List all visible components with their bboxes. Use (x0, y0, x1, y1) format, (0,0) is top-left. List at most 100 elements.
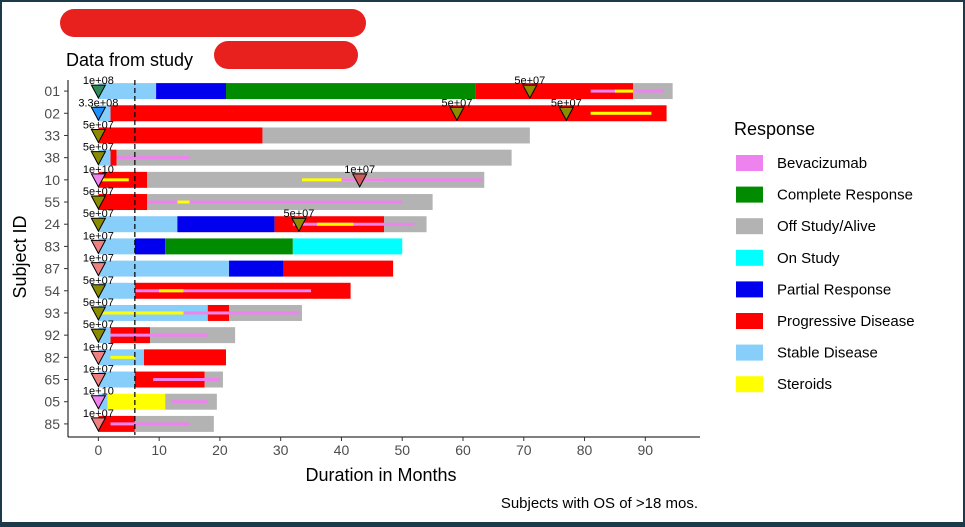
legend-swatch (736, 376, 763, 393)
legend-swatch (736, 218, 763, 235)
legend-swatch (736, 186, 763, 203)
marker-label: 3.3e+08 (78, 97, 118, 109)
marker-label: 5e+07 (514, 75, 545, 87)
marker-triangle (90, 262, 107, 277)
redaction-mark (214, 41, 358, 69)
legend-label: Stable Disease (777, 345, 878, 362)
treatment-line (110, 333, 208, 337)
legend-label: Steroids (777, 376, 832, 393)
bar-segment (98, 393, 108, 410)
legend-label: Partial Response (777, 281, 891, 298)
y-tick-label: 82 (44, 349, 60, 365)
x-tick-label: 40 (334, 442, 350, 458)
marker-label: 5e+07 (441, 97, 472, 109)
treatment-line (159, 289, 184, 293)
marker-label: 5e+07 (83, 186, 114, 198)
bar-segment (134, 238, 166, 255)
marker-triangle (90, 217, 107, 233)
treatment-line (590, 111, 652, 115)
marker-label: 1e+10 (83, 164, 114, 176)
x-tick-label: 50 (394, 442, 410, 458)
treatment-line (110, 422, 190, 426)
marker-triangle (90, 328, 107, 344)
legend-swatch (736, 344, 763, 361)
x-tick-label: 80 (577, 442, 593, 458)
marker-triangle (90, 417, 107, 432)
bar-segment (165, 238, 293, 255)
marker-triangle (90, 106, 107, 122)
legend-label: Off Study/Alive (777, 218, 876, 235)
marker-triangle (522, 84, 538, 100)
marker-label: 5e+07 (283, 208, 314, 220)
bar-segment (110, 105, 667, 122)
legend-label: Bevacizumab (777, 155, 867, 172)
legend-swatch (736, 155, 763, 171)
marker-triangle (90, 195, 107, 211)
y-tick-label: 33 (44, 127, 60, 143)
marker-label: 1e+07 (83, 341, 114, 353)
marker-label: 1e+07 (83, 230, 114, 242)
marker-label: 5e+07 (83, 119, 114, 131)
legend-swatch (736, 313, 763, 329)
marker-label: 1e+07 (83, 253, 114, 265)
y-tick-label: 92 (44, 327, 60, 343)
marker-triangle (291, 217, 307, 233)
x-tick-label: 60 (455, 442, 471, 458)
marker-triangle (90, 173, 107, 188)
bar-segment (283, 260, 394, 277)
treatment-line (110, 355, 135, 359)
legend-swatch (736, 249, 763, 266)
y-tick-label: 87 (44, 261, 60, 277)
bar-segment (98, 194, 147, 211)
marker-label: 5e+07 (83, 208, 114, 220)
marker-triangle (90, 395, 107, 410)
treatment-line (341, 178, 482, 182)
marker-label: 5e+07 (551, 97, 582, 109)
marker-label: 5e+07 (83, 275, 114, 287)
marker-triangle (90, 373, 107, 388)
y-tick-label: 24 (44, 216, 60, 232)
bar-segment (475, 83, 634, 100)
marker-triangle (351, 173, 368, 188)
marker-label: 5e+07 (83, 319, 114, 331)
bar-segment (98, 260, 230, 277)
bar-segment (98, 127, 263, 144)
marker-label: 1e+07 (83, 408, 114, 420)
bar-segment (292, 238, 403, 255)
y-tick-label: 10 (44, 172, 60, 188)
legend-swatch (736, 281, 763, 298)
marker-triangle (90, 84, 107, 100)
bar-segment (229, 260, 284, 277)
marker-triangle (558, 106, 575, 122)
treatment-line (183, 311, 299, 315)
y-tick-label: 02 (44, 105, 60, 121)
y-tick-label: 05 (44, 394, 60, 410)
treatment-line (98, 178, 129, 182)
y-tick-label: 01 (44, 83, 60, 99)
x-tick-label: 90 (638, 442, 654, 458)
marker-triangle (90, 239, 107, 255)
y-tick-label: 65 (44, 372, 60, 388)
y-tick-label: 38 (44, 150, 60, 166)
x-tick-label: 30 (273, 442, 289, 458)
legend-label: Progressive Disease (777, 313, 915, 330)
bar-segment (98, 371, 135, 388)
legend-label: On Study (777, 250, 840, 267)
treatment-line (116, 156, 190, 160)
bar-segment (156, 83, 226, 100)
y-tick-label: 83 (44, 238, 60, 254)
bar-segment (98, 216, 178, 233)
marker-label: 1e+07 (83, 364, 114, 376)
bar-segment (98, 83, 157, 100)
y-axis-label: Subject ID (10, 215, 30, 298)
y-tick-label: 85 (44, 416, 60, 432)
marker-triangle (90, 306, 107, 322)
treatment-line (317, 222, 354, 226)
y-tick-label: 54 (44, 283, 60, 299)
treatment-line (134, 289, 312, 293)
treatment-line (147, 200, 403, 204)
marker-triangle (449, 106, 465, 122)
marker-label: 1e+07 (344, 164, 375, 176)
